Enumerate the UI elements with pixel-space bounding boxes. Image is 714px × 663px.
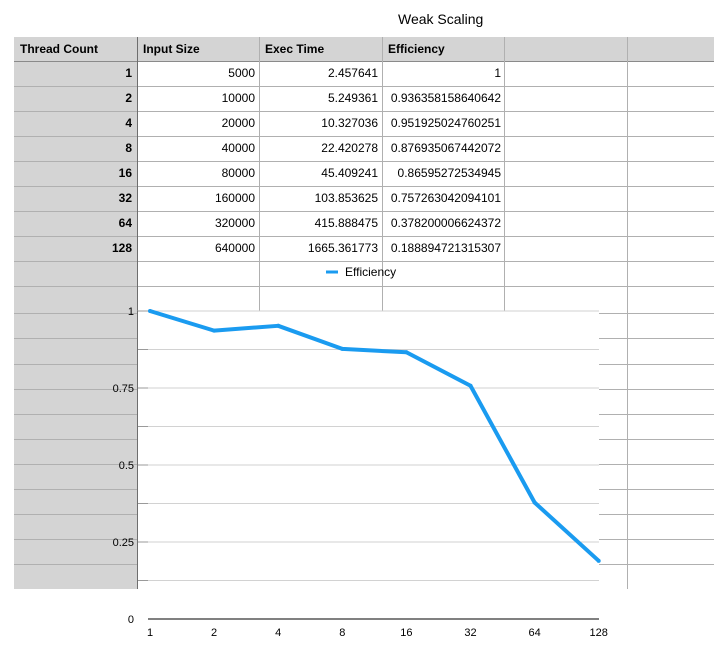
thread-count-cell[interactable]: 16 <box>118 166 132 180</box>
input-size-cell[interactable]: 20000 <box>221 116 255 130</box>
column-header-efficiency[interactable]: Efficiency <box>388 42 445 56</box>
column-header-input-size[interactable]: Input Size <box>143 42 200 56</box>
efficiency-cell[interactable]: 0.876935067442072 <box>390 141 501 155</box>
header-row-background <box>14 37 714 61</box>
row-divider <box>14 389 714 390</box>
x-tick-label: 16 <box>400 627 412 639</box>
thread-count-cell[interactable]: 128 <box>111 241 132 255</box>
row-divider <box>14 464 714 465</box>
input-size-cell[interactable]: 80000 <box>221 166 255 180</box>
row-divider <box>14 86 714 87</box>
exec-time-cell[interactable]: 22.420278 <box>321 141 378 155</box>
y-tick-label: 0 <box>128 614 134 626</box>
efficiency-cell[interactable]: 0.188894721315307 <box>390 241 501 255</box>
input-size-cell[interactable]: 40000 <box>221 141 255 155</box>
column-header-exec-time[interactable]: Exec Time <box>265 42 325 56</box>
row-divider <box>14 364 714 365</box>
row-divider <box>14 136 714 137</box>
x-tick-label: 4 <box>275 627 281 639</box>
input-size-cell[interactable]: 10000 <box>221 91 255 105</box>
column-divider <box>504 37 505 589</box>
efficiency-cell[interactable]: 0.936358158640642 <box>390 91 501 105</box>
exec-time-cell[interactable]: 45.409241 <box>321 166 378 180</box>
input-size-cell[interactable]: 640000 <box>214 241 255 255</box>
spreadsheet-grid[interactable]: Thread Count Input Size Exec Time Effici… <box>14 37 714 589</box>
exec-time-cell[interactable]: 2.457641 <box>327 66 378 80</box>
exec-time-cell[interactable]: 415.888475 <box>314 216 378 230</box>
efficiency-cell[interactable]: 1 <box>494 66 501 80</box>
row-divider <box>14 161 714 162</box>
x-tick-label: 2 <box>211 627 217 639</box>
row-divider <box>14 564 714 565</box>
input-size-cell[interactable]: 160000 <box>214 191 255 205</box>
x-tick-label: 8 <box>339 627 345 639</box>
exec-time-cell[interactable]: 5.249361 <box>327 91 378 105</box>
thread-count-cell[interactable]: 64 <box>118 216 132 230</box>
exec-time-cell[interactable]: 1665.361773 <box>307 241 378 255</box>
thread-count-cell[interactable]: 4 <box>125 116 132 130</box>
row-divider <box>14 313 714 314</box>
exec-time-cell[interactable]: 10.327036 <box>321 116 378 130</box>
row-divider <box>14 186 714 187</box>
row-divider <box>14 211 714 212</box>
column-header-thread-count[interactable]: Thread Count <box>20 42 98 56</box>
efficiency-cell[interactable]: 0.378200006624372 <box>390 216 501 230</box>
row-divider <box>14 539 714 540</box>
row-divider <box>14 338 714 339</box>
thread-count-cell[interactable]: 8 <box>125 141 132 155</box>
column-divider <box>259 37 260 589</box>
efficiency-cell[interactable]: 0.951925024760251 <box>390 116 501 130</box>
row-divider <box>14 514 714 515</box>
row-divider <box>14 111 714 112</box>
x-tick-label: 1 <box>147 627 153 639</box>
row-divider <box>14 261 714 262</box>
efficiency-cell[interactable]: 0.757263042094101 <box>390 191 501 205</box>
thread-count-cell[interactable]: 32 <box>118 191 132 205</box>
thread-count-cell[interactable]: 2 <box>125 91 132 105</box>
column-divider <box>627 37 628 589</box>
column-divider <box>382 37 383 589</box>
row-divider <box>14 414 714 415</box>
x-tick-label: 64 <box>528 627 540 639</box>
efficiency-cell[interactable]: 0.86595272534945 <box>397 166 501 180</box>
thread-count-cell[interactable]: 1 <box>125 66 132 80</box>
input-size-cell[interactable]: 5000 <box>228 66 255 80</box>
input-size-cell[interactable]: 320000 <box>214 216 255 230</box>
row-divider <box>14 439 714 440</box>
row-divider <box>14 61 714 62</box>
row-divider <box>14 286 714 287</box>
exec-time-cell[interactable]: 103.853625 <box>314 191 378 205</box>
column-divider <box>137 37 138 589</box>
chart-title: Weak Scaling <box>398 11 484 27</box>
thread-count-column-background <box>14 61 137 589</box>
row-divider <box>14 236 714 237</box>
row-divider <box>14 489 714 490</box>
x-tick-label: 128 <box>590 627 608 639</box>
x-tick-label: 32 <box>464 627 476 639</box>
